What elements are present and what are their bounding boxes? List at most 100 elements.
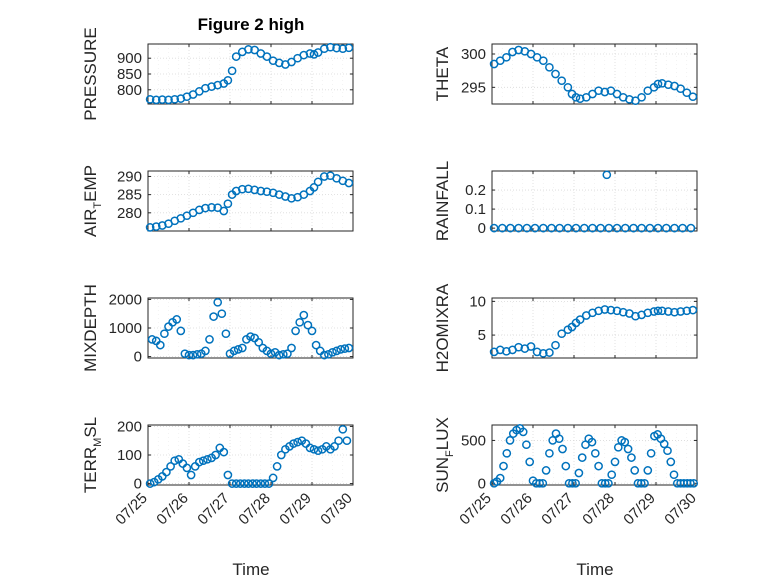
y-tick-label: 300 bbox=[461, 46, 486, 63]
y-tick-label: 280 bbox=[117, 205, 142, 222]
data-point bbox=[645, 223, 655, 233]
data-point bbox=[223, 470, 233, 480]
data-point bbox=[219, 447, 229, 457]
y-axis-label: THETA bbox=[433, 46, 452, 101]
data-point bbox=[207, 203, 216, 212]
data-point bbox=[606, 305, 616, 315]
data-point bbox=[227, 479, 237, 488]
data-point bbox=[217, 309, 227, 319]
data-point bbox=[545, 448, 554, 458]
data-point bbox=[545, 62, 554, 72]
data-point bbox=[342, 436, 352, 446]
data-point bbox=[620, 437, 630, 447]
data-point bbox=[538, 348, 548, 358]
data-point bbox=[235, 479, 245, 488]
data-point bbox=[164, 95, 173, 105]
data-point bbox=[223, 199, 233, 209]
data-point bbox=[653, 223, 663, 233]
data-point bbox=[514, 223, 523, 233]
data-point bbox=[561, 461, 571, 471]
data-point bbox=[620, 223, 630, 233]
data-point bbox=[495, 473, 505, 483]
data-point bbox=[538, 223, 548, 233]
data-point bbox=[588, 223, 597, 233]
data-point bbox=[340, 344, 350, 353]
data-point bbox=[266, 349, 276, 359]
data-point bbox=[145, 94, 155, 104]
data-point bbox=[252, 479, 261, 488]
y-tick-label: 295 bbox=[461, 79, 486, 96]
data-point bbox=[631, 311, 640, 321]
data-point bbox=[557, 329, 567, 339]
data-point bbox=[612, 223, 622, 233]
y-tick-label: 500 bbox=[461, 432, 486, 449]
data-point bbox=[205, 335, 214, 344]
y-axis-label: TERRMSL bbox=[81, 417, 104, 493]
data-point bbox=[640, 478, 649, 488]
data-point bbox=[505, 436, 515, 445]
y-tick-label: 285 bbox=[117, 187, 142, 204]
data-point bbox=[661, 223, 671, 233]
data-point bbox=[676, 307, 685, 316]
data-point bbox=[219, 206, 229, 216]
data-point bbox=[303, 320, 313, 330]
data-point bbox=[568, 478, 577, 488]
data-point bbox=[246, 332, 255, 341]
data-point bbox=[587, 437, 597, 447]
data-point bbox=[201, 346, 210, 356]
data-point bbox=[594, 306, 603, 316]
y-axis-label: SUNFLUX bbox=[433, 417, 456, 493]
y-tick-label: 100 bbox=[117, 447, 142, 464]
data-point bbox=[670, 223, 679, 233]
data-point bbox=[643, 466, 653, 475]
data-point bbox=[192, 349, 202, 359]
data-point bbox=[334, 436, 343, 446]
data-point bbox=[324, 349, 333, 359]
data-point bbox=[326, 42, 335, 52]
data-point bbox=[625, 94, 634, 104]
y-tick-label: 1000 bbox=[109, 320, 142, 337]
data-point bbox=[338, 44, 348, 54]
data-point bbox=[618, 307, 628, 317]
data-point bbox=[184, 350, 194, 360]
data-point bbox=[676, 84, 685, 94]
data-point bbox=[663, 80, 673, 90]
data-point bbox=[254, 337, 264, 347]
data-point bbox=[250, 45, 259, 55]
data-point bbox=[682, 306, 692, 316]
data-point bbox=[233, 345, 243, 354]
data-point bbox=[670, 307, 679, 317]
data-point bbox=[571, 223, 581, 233]
data-point bbox=[244, 479, 253, 488]
figure-title: Figure 2 high bbox=[198, 15, 305, 34]
data-point bbox=[256, 186, 266, 196]
data-point bbox=[629, 223, 638, 233]
data-point bbox=[231, 479, 241, 488]
y-axis-label: AIRTEMP bbox=[81, 165, 104, 237]
data-point bbox=[186, 470, 196, 480]
data-point bbox=[248, 479, 257, 488]
data-point bbox=[319, 350, 329, 360]
data-point bbox=[554, 434, 564, 444]
y-tick-label: 0 bbox=[134, 476, 142, 493]
data-point bbox=[145, 479, 155, 488]
data-point bbox=[172, 315, 182, 324]
data-point bbox=[211, 450, 220, 460]
data-point bbox=[203, 454, 212, 464]
data-point bbox=[330, 442, 339, 451]
data-point bbox=[669, 470, 679, 480]
y-tick-label: 0 bbox=[478, 475, 486, 492]
data-point bbox=[155, 340, 165, 350]
data-point bbox=[686, 478, 695, 488]
data-point bbox=[526, 342, 536, 351]
y-tick-label: 5 bbox=[478, 327, 486, 344]
data-point bbox=[613, 442, 623, 452]
data-point bbox=[313, 177, 323, 187]
y-tick-label: 2000 bbox=[109, 291, 142, 308]
data-point bbox=[551, 69, 560, 79]
data-point bbox=[489, 223, 499, 233]
data-point bbox=[151, 222, 161, 231]
data-point bbox=[538, 56, 548, 66]
y-tick-label: 850 bbox=[117, 66, 142, 83]
data-point bbox=[180, 349, 190, 359]
